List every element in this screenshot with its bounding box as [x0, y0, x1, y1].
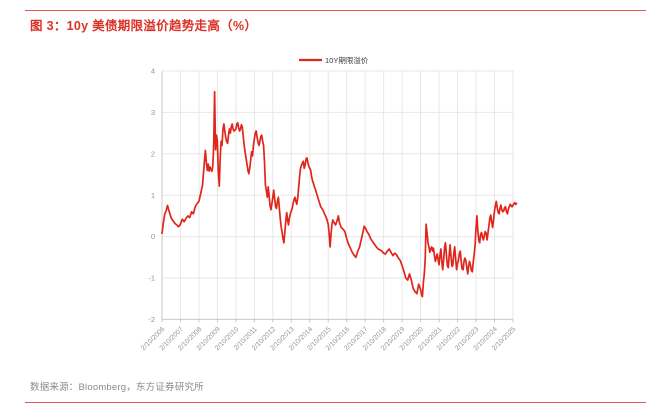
y-tick-label: 4	[151, 67, 155, 76]
y-tick-label: 2	[151, 149, 155, 158]
y-tick-label: -2	[148, 315, 155, 324]
y-tick-label: -1	[148, 274, 155, 283]
y-tick-label: 3	[151, 108, 155, 117]
figure-title: 图 3：10y 美债期限溢价趋势走高（%）	[30, 19, 258, 33]
series-line	[161, 90, 518, 298]
top-divider	[25, 10, 646, 11]
bottom-divider	[25, 402, 646, 403]
y-tick-label: 1	[151, 191, 155, 200]
data-source-note: 数据来源：Bloomberg，东方证券研究所	[30, 382, 204, 393]
y-tick-label: 0	[151, 232, 155, 241]
legend-label: 10Y期限溢价	[325, 55, 369, 65]
